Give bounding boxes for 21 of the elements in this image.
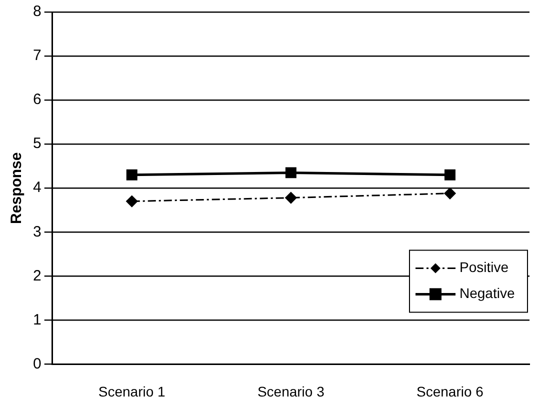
y-tick-label: 1 [33, 311, 42, 328]
legend-label: Negative [460, 285, 515, 302]
y-tick-label: 7 [33, 47, 42, 64]
y-tick-label: 2 [33, 267, 42, 284]
y-tick-label: 0 [33, 355, 42, 372]
point [285, 192, 297, 204]
x-tick-label: Scenario 1 [98, 383, 166, 400]
y-tick-label: 8 [33, 3, 42, 20]
y-axis-title: Response [8, 152, 26, 224]
point [126, 196, 138, 208]
y-tick-label: 6 [33, 91, 42, 108]
point [126, 169, 138, 180]
x-tick-label: Scenario 3 [257, 383, 325, 400]
point [444, 169, 456, 180]
x-tick-label: Scenario 6 [416, 383, 484, 400]
legend-label: Positive [460, 259, 509, 276]
y-tick-label: 4 [33, 179, 42, 196]
point [444, 188, 456, 200]
y-tick-label: 3 [33, 223, 42, 240]
y-tick-label: 5 [33, 135, 42, 152]
point [285, 167, 296, 178]
